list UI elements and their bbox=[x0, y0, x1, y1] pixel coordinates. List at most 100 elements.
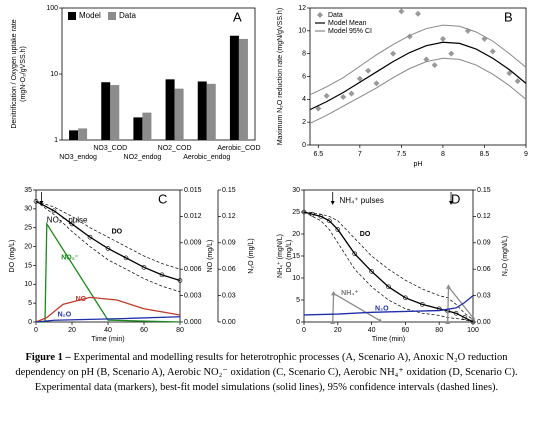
data-point bbox=[439, 35, 446, 42]
legend-label: Model bbox=[79, 11, 101, 20]
y-tick-label: 5 bbox=[28, 300, 32, 307]
caption-text: Experimental and modelling results for h… bbox=[15, 352, 518, 393]
data-point bbox=[390, 50, 397, 57]
data-point bbox=[331, 290, 337, 296]
x-tick-label: 20 bbox=[334, 327, 342, 334]
data-point bbox=[348, 90, 355, 97]
model-line bbox=[303, 295, 474, 316]
data-point bbox=[365, 67, 372, 74]
annotation: NH₄⁺ bbox=[341, 290, 358, 297]
y-tick-label: 30 bbox=[292, 187, 300, 194]
caption-lead: Figure 1 – bbox=[25, 352, 71, 363]
y-tick-label: 35 bbox=[24, 187, 32, 194]
data-point bbox=[310, 211, 315, 217]
x-tick-label: 100 bbox=[467, 327, 479, 334]
y2-tick-label: 0.009 bbox=[184, 240, 202, 247]
data-point bbox=[470, 315, 476, 320]
data-point bbox=[69, 221, 75, 227]
data-point bbox=[177, 278, 183, 283]
model-line bbox=[309, 41, 527, 111]
y-tick-label: 2 bbox=[302, 119, 306, 126]
legend-swatch bbox=[68, 12, 76, 20]
data-point bbox=[373, 80, 380, 87]
bar bbox=[174, 88, 184, 140]
data-point bbox=[323, 92, 330, 99]
bar bbox=[101, 82, 111, 140]
legend-label: Model Mean bbox=[328, 20, 367, 27]
x-axis-label: Time (min) bbox=[91, 336, 124, 343]
data-point bbox=[506, 70, 513, 77]
x-tick-label: 6.5 bbox=[313, 151, 323, 158]
pulse-arrow-head bbox=[39, 201, 44, 205]
y2-tick-label: 0.06 bbox=[477, 266, 491, 273]
panel: B 0 2 4 6 8 10 12 Maximum N₂O reduction rate (mg… bbox=[277, 5, 528, 168]
data-point bbox=[386, 284, 391, 290]
y2-tick-label: 0.00 bbox=[477, 319, 491, 326]
y3-axis-label: N₂O (mg/L) bbox=[248, 238, 255, 273]
legend-label: Model 95% CI bbox=[328, 28, 372, 35]
y-axis-label: DO (mg/L) bbox=[9, 240, 16, 273]
ci-line bbox=[35, 200, 181, 270]
data-point bbox=[335, 227, 341, 232]
x-tick-label: 7.5 bbox=[397, 151, 407, 158]
annotation: DO bbox=[112, 228, 123, 235]
y-tick-label: 20 bbox=[24, 243, 32, 250]
panel: A 1 10 100 Denitrification / Oxygen uptake r… bbox=[11, 5, 261, 161]
y-tick-label: 5 bbox=[296, 297, 300, 304]
y3-tick-label: 0.15 bbox=[222, 187, 236, 194]
ci-line bbox=[303, 211, 474, 323]
x-tick-label: 60 bbox=[402, 327, 410, 334]
y-axis-label: NH₄⁺ (mgN/L) bbox=[277, 234, 284, 278]
y-tick-label: 100 bbox=[46, 5, 58, 12]
plot-frame bbox=[61, 7, 256, 141]
y-tick-label: 20 bbox=[292, 231, 300, 238]
y-tick-label: 10 bbox=[298, 28, 306, 35]
y2-tick-label: 0.03 bbox=[477, 292, 491, 299]
panel-label: A bbox=[233, 9, 242, 24]
y-tick-label: 10 bbox=[50, 71, 58, 78]
annotation: NH₄⁺ pulses bbox=[339, 196, 383, 205]
model-line bbox=[303, 211, 474, 323]
model-line bbox=[35, 200, 181, 282]
data-point bbox=[462, 315, 467, 320]
data-point bbox=[327, 218, 332, 224]
x-tick-label: 0 bbox=[302, 327, 306, 334]
y2-tick-label: 0.015 bbox=[184, 187, 202, 194]
annotation: N₂O bbox=[375, 306, 389, 313]
legend-swatch bbox=[108, 12, 116, 20]
data-point bbox=[406, 33, 413, 40]
x-tick-label: NO2_COD bbox=[158, 145, 192, 152]
data-point bbox=[51, 208, 57, 214]
y-tick-label: 8 bbox=[302, 51, 306, 58]
y-tick-label: 0 bbox=[302, 142, 306, 149]
y-tick-label: 25 bbox=[292, 209, 300, 216]
y-tick-label: 0 bbox=[28, 319, 32, 326]
data-point bbox=[420, 302, 425, 307]
data-point bbox=[352, 251, 357, 257]
y2-tick-label: 0.006 bbox=[184, 266, 202, 273]
x-tick-label: 7 bbox=[358, 151, 362, 158]
data-point bbox=[453, 310, 459, 316]
annotation: NO₂⁻ bbox=[61, 255, 79, 262]
x-tick-label: NO3_endog bbox=[59, 154, 97, 161]
y-tick-label: 15 bbox=[292, 253, 300, 260]
data-point bbox=[470, 319, 476, 325]
y-tick-label: 0 bbox=[296, 319, 300, 326]
y3-tick-label: 0.06 bbox=[222, 266, 236, 273]
data-point bbox=[415, 10, 421, 17]
x-axis-label: pH bbox=[414, 161, 423, 168]
bar bbox=[78, 128, 88, 140]
y-tick-label: 10 bbox=[292, 275, 300, 282]
data-point bbox=[87, 234, 93, 240]
model-line bbox=[332, 292, 381, 323]
y-tick-label: 1 bbox=[54, 137, 58, 144]
x-tick-label: 40 bbox=[368, 327, 376, 334]
data-point bbox=[489, 48, 496, 55]
pulse-arrow-head bbox=[330, 201, 335, 205]
bar bbox=[197, 81, 207, 140]
y2-tick-label: 0.09 bbox=[477, 240, 491, 247]
legend-label: Data bbox=[119, 11, 136, 20]
data-point bbox=[356, 75, 363, 82]
